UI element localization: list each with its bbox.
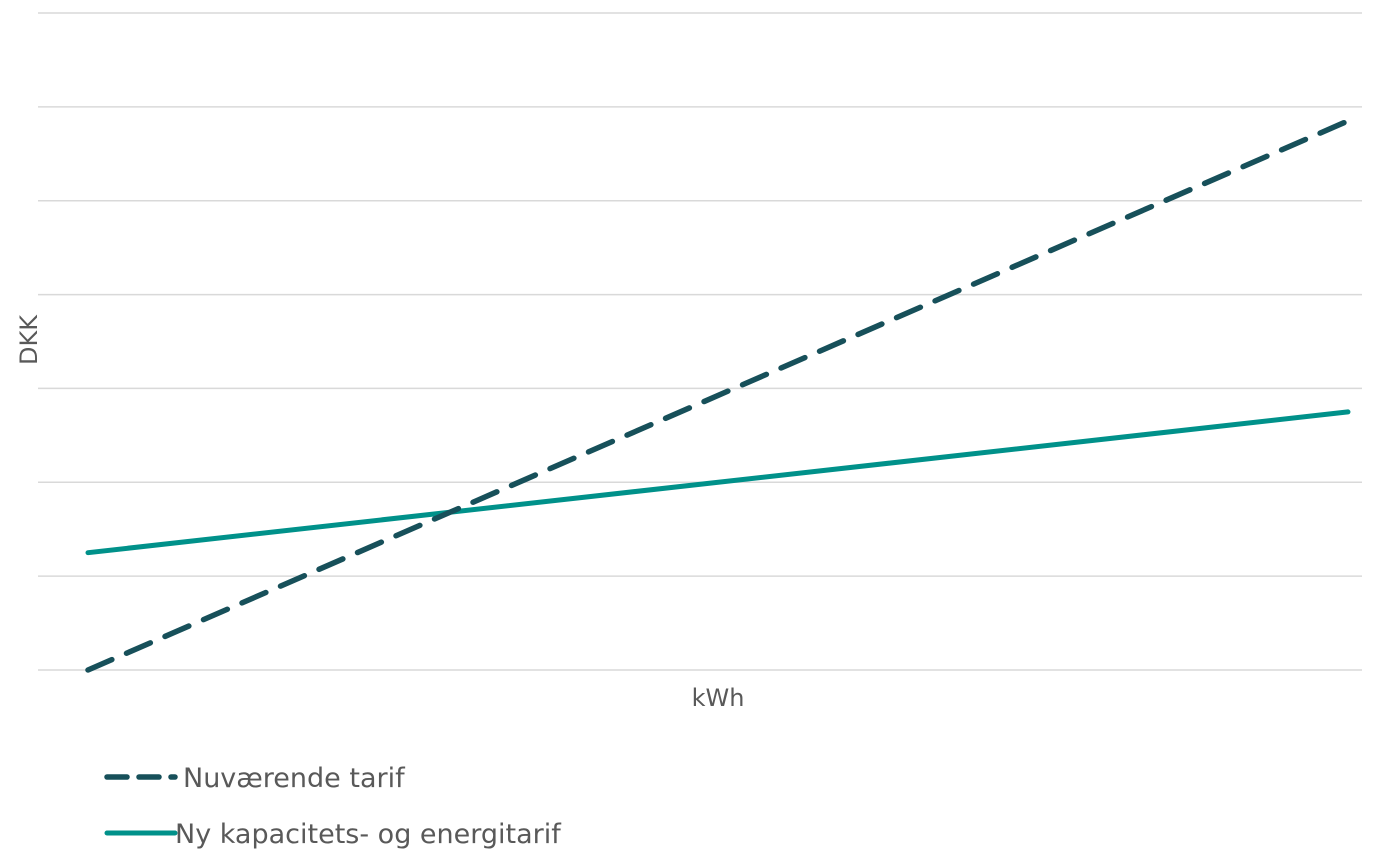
gridlines	[38, 12, 1362, 671]
legend-label-series-1: Nuværende tarif	[183, 763, 406, 794]
legend-item-series-1: Nuværende tarif	[104, 763, 406, 794]
y-axis-label: DKK	[15, 314, 43, 365]
series-lines	[85, 118, 1351, 673]
series-line-1	[85, 118, 1351, 673]
legend-item-series-2: Ny kapacitets- og energitarif	[104, 819, 562, 850]
legend-label-series-2: Ny kapacitets- og energitarif	[175, 819, 562, 850]
legend: Nuværende tarif Ny kapacitets- og energi…	[104, 763, 562, 850]
series-line-2	[85, 409, 1351, 556]
x-axis-label: kWh	[692, 684, 745, 712]
